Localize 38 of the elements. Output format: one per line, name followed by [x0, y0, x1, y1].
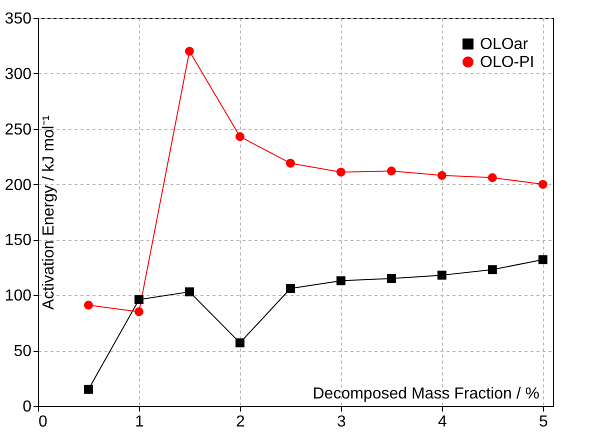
y-tick-label: 300 — [4, 66, 32, 83]
x-tick-label: 1 — [135, 414, 144, 430]
x-tick-label: 2 — [236, 414, 246, 430]
point — [185, 287, 194, 296]
x-tick-label: 3 — [336, 414, 346, 430]
point — [488, 173, 497, 182]
point — [84, 300, 93, 310]
x-tick-label: 0 — [38, 414, 48, 430]
point — [538, 255, 548, 264]
legend-label: OLOar — [480, 36, 529, 53]
y-tick-label: 250 — [4, 121, 32, 138]
point — [185, 46, 194, 56]
point — [286, 284, 295, 293]
point — [538, 180, 548, 189]
x-axis-title: Decomposed Mass Fraction / % — [312, 386, 540, 402]
point — [235, 132, 244, 142]
legend-label: OLO-PI — [480, 54, 534, 71]
y-axis-title: Activation Energy / kJ mol⁻¹ — [40, 115, 58, 310]
point — [437, 270, 446, 280]
y-tick-label: 100 — [4, 288, 32, 305]
y-tick-label: 50 — [14, 343, 32, 360]
y-tick-label: 150 — [4, 232, 32, 250]
point — [134, 307, 144, 316]
point — [84, 384, 93, 394]
point — [437, 170, 446, 180]
y-tick-label: 350 — [4, 10, 32, 28]
point — [336, 168, 346, 177]
y-tick-label: 0 — [22, 398, 32, 416]
point — [488, 265, 497, 274]
point — [235, 338, 244, 348]
y-tick-label: 200 — [4, 176, 32, 194]
point — [134, 295, 144, 304]
x-tick-label: 4 — [438, 414, 447, 430]
point — [386, 274, 396, 283]
point — [336, 276, 346, 286]
point — [386, 166, 396, 176]
x-tick-label: 5 — [538, 414, 548, 430]
point — [286, 158, 295, 168]
